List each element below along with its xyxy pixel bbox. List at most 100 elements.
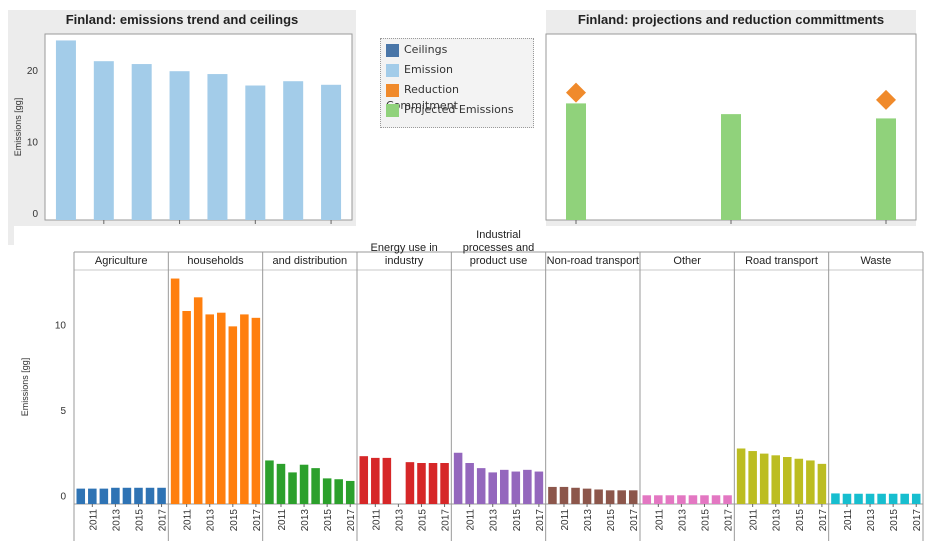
sector-x-tick-label: 2015 [323, 509, 334, 532]
sector-bar [842, 493, 852, 504]
legend-swatch-projected-emissions [386, 103, 399, 117]
trend-y-tick-label: 20 [27, 66, 39, 77]
sector-y-tick-label: 5 [60, 406, 66, 417]
sector-bar [617, 490, 626, 504]
projections-chart: 202020252030 [545, 30, 917, 245]
trend-bar-2014 [207, 74, 228, 220]
legend-item-reduction-commitment: Reduction Commitment [386, 82, 533, 112]
legend-label-ceilings: Ceilings [404, 43, 448, 56]
sector-x-tick-label: 2017 [346, 509, 357, 532]
legend-item-projected-emissions: Projected Emissions [386, 102, 514, 118]
facet-header-label: households [187, 255, 244, 267]
sector-x-tick-label: 2013 [489, 509, 500, 532]
sector-x-tick-label: 2013 [111, 509, 122, 532]
sector-bar [594, 489, 603, 504]
sector-x-tick-label: 2017 [158, 509, 169, 532]
sector-bar [700, 495, 709, 504]
sector-x-tick-label: 2011 [371, 509, 382, 531]
sector-bar [888, 493, 898, 504]
sector-bar [99, 488, 109, 504]
facet-header-label: processes and [463, 242, 535, 254]
sector-bar [688, 495, 698, 504]
legend-swatch-emission [386, 63, 399, 77]
sector-bar [205, 314, 214, 504]
sector-bar [428, 463, 438, 504]
legend-label-projected-emissions: Projected Emissions [404, 103, 514, 116]
sector-x-tick-label: 2011 [560, 509, 571, 531]
legend-label-emission: Emission [404, 63, 453, 76]
sector-bar [453, 452, 463, 504]
sector-bar [794, 458, 804, 504]
sector-x-tick-label: 2015 [134, 509, 145, 532]
chart-legend: Ceilings Emission Reduction Commitment P… [380, 38, 534, 128]
reduction-commitment-marker-2020 [566, 82, 586, 103]
sector-bar [476, 468, 486, 504]
sector-x-tick-label: 2011 [466, 509, 477, 531]
sector-x-tick-label: 2013 [866, 509, 877, 532]
facet-header-label: Industrial [476, 229, 521, 241]
trend-bar-2015 [245, 85, 266, 220]
sector-bar [559, 486, 569, 504]
sector-bar [911, 493, 921, 504]
sector-bar [665, 495, 675, 504]
facet-header-label: Non-road transport [547, 255, 639, 267]
trend-plot-area [44, 33, 353, 221]
sector-x-tick-label: 2015 [795, 509, 806, 532]
legend-label-reduction-commitment: Reduction Commitment [386, 83, 459, 112]
sector-bar [736, 448, 746, 504]
sector-bar [806, 460, 815, 504]
sector-bar [251, 317, 261, 504]
sector-bar [405, 462, 415, 504]
sector-bar [217, 312, 226, 504]
sector-bar [900, 493, 909, 504]
sector-bar [311, 468, 320, 504]
sector-bar [145, 487, 155, 504]
sector-bar [783, 457, 792, 504]
sector-bar [771, 455, 780, 504]
sector-bar [748, 451, 757, 504]
trend-bar-2016 [283, 81, 304, 220]
sector-bar [88, 488, 97, 504]
projection-bar-2020 [566, 103, 586, 220]
sector-y-tick-label: 0 [60, 491, 66, 502]
sector-x-tick-label: 2013 [677, 509, 688, 532]
trend-bar-2013 [169, 71, 190, 220]
sector-x-tick-label: 2013 [583, 509, 594, 532]
sector-bar [582, 488, 592, 504]
sector-bar [170, 278, 180, 504]
sector-x-tick-label: 2017 [441, 509, 452, 532]
sector-bar [677, 495, 686, 504]
reduction-commitment-marker-2030 [876, 89, 896, 110]
facet-header-label: Agriculture [95, 255, 148, 267]
sector-x-tick-label: 2011 [843, 509, 854, 531]
sector-bar [111, 487, 120, 504]
trend-y-axis-label: Emissions [gg] [13, 98, 23, 157]
projection-bar-2030 [876, 118, 896, 220]
sector-bar [417, 463, 426, 504]
sector-x-tick-label: 2011 [183, 509, 194, 531]
sector-bar [534, 471, 544, 504]
legend-swatch-reduction-commitment [386, 83, 399, 97]
facet-header-label: Waste [860, 255, 891, 267]
sector-bar [228, 326, 238, 504]
sector-x-tick-label: 2017 [629, 509, 640, 532]
legend-swatch-ceilings [386, 43, 399, 57]
sector-bar [865, 493, 875, 504]
trend-chart-title: Finland: emissions trend and ceilings [8, 10, 356, 30]
sector-bar [571, 487, 580, 504]
sector-x-tick-label: 2015 [229, 509, 240, 532]
facet-header-label: Road transport [745, 255, 818, 267]
sector-bar [76, 488, 86, 504]
sector-bar [654, 495, 663, 504]
sector-x-tick-label: 2015 [417, 509, 428, 532]
sector-bar [371, 457, 380, 504]
facet-header-label: industry [385, 255, 424, 267]
legend-item-emission: Emission [386, 62, 453, 78]
sector-bar [488, 472, 497, 504]
facet-header-label: Energy use in [371, 242, 438, 254]
sector-bar [122, 487, 132, 504]
sector-bar [711, 495, 721, 504]
sector-x-tick-label: 2013 [772, 509, 783, 532]
sector-x-tick-label: 2013 [300, 509, 311, 532]
